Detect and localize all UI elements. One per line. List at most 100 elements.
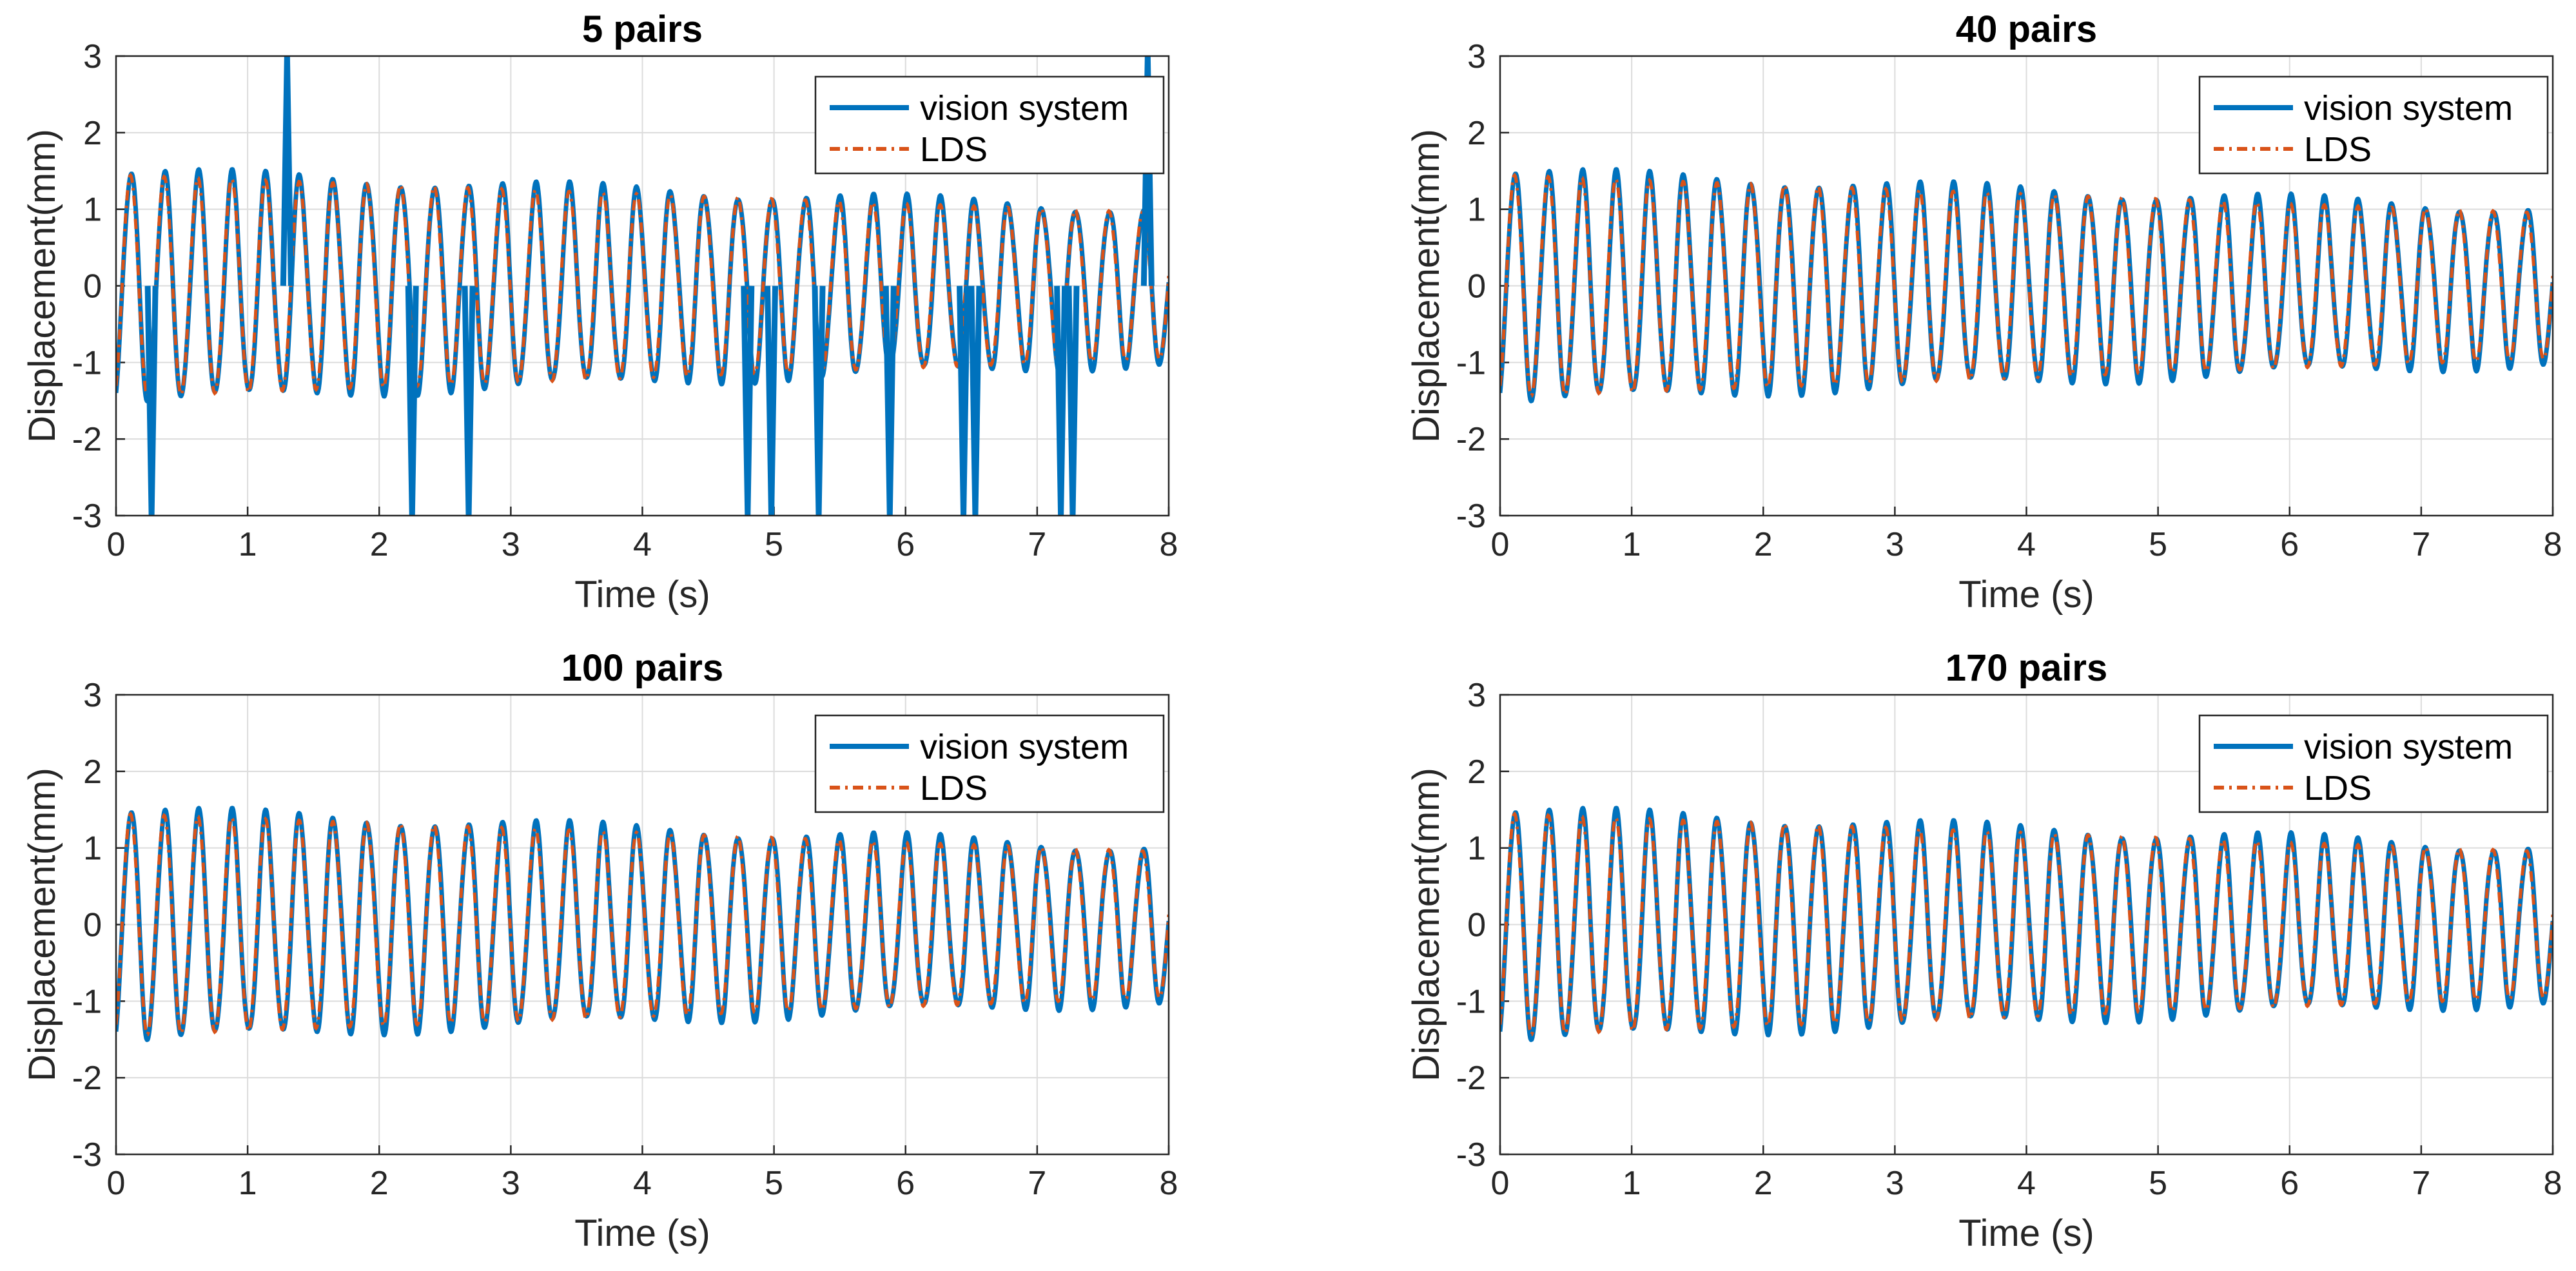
chart-title: 5 pairs: [582, 8, 703, 50]
y-tick-label: 0: [83, 268, 102, 306]
series-line-lds: [1500, 811, 2553, 1036]
x-tick-label: 3: [1886, 1165, 1904, 1202]
chart-title: 170 pairs: [1946, 647, 2108, 689]
x-tick-label: 5: [765, 526, 783, 563]
x-tick-label: 6: [896, 526, 915, 563]
y-tick-label: 2: [1467, 115, 1486, 152]
vision-spike: [144, 286, 159, 516]
chart-title: 100 pairs: [561, 647, 724, 689]
x-tick-label: 8: [2544, 526, 2562, 563]
plot-frame: [1499, 694, 2554, 1156]
y-tick-label: 2: [83, 753, 102, 791]
x-tick-label: 2: [1754, 1165, 1773, 1202]
vision-spike: [968, 286, 982, 516]
y-tick-label: 2: [83, 115, 102, 152]
x-tick-label: 5: [2149, 1165, 2167, 1202]
x-tick-label: 4: [2017, 1165, 2036, 1202]
legend-label-vision-system: vision system: [2304, 728, 2513, 766]
plot-lines: [1500, 806, 2553, 1042]
x-tick-label: 2: [1754, 526, 1773, 563]
y-tick-label: -1: [1456, 344, 1486, 382]
vision-spike: [405, 286, 419, 516]
x-tick-label: 0: [1491, 1165, 1510, 1202]
plot-frame: [115, 55, 1170, 517]
x-tick-label: 0: [107, 526, 126, 563]
x-tick-label: 2: [370, 526, 389, 563]
legend-label-lds: LDS: [920, 130, 988, 169]
vision-spike: [1054, 286, 1068, 516]
y-tick-label: 1: [1467, 191, 1486, 229]
x-tick-label: 3: [502, 1165, 520, 1202]
x-tick-label: 8: [1160, 526, 1178, 563]
y-tick-label: 2: [1467, 753, 1486, 791]
x-tick-label: 6: [2280, 526, 2299, 563]
y-tick-label: -3: [1456, 1136, 1486, 1174]
y-tick-label: 1: [1467, 830, 1486, 868]
y-tick-label: -2: [1456, 421, 1486, 458]
plot-frame: [115, 694, 1170, 1156]
y-tick-label: 3: [83, 677, 102, 714]
vision-spike: [1066, 286, 1080, 516]
x-tick-label: 3: [1886, 526, 1904, 563]
series-line-lds: [1500, 173, 2553, 398]
series-line-lds: [116, 811, 1169, 1036]
y-tick-label: 3: [1467, 38, 1486, 75]
y-axis-label: Displacement(mm): [1405, 768, 1447, 1082]
x-tick-label: 1: [1623, 1165, 1641, 1202]
vision-spike: [883, 286, 897, 516]
y-tick-label: 1: [83, 191, 102, 229]
y-tick-label: 1: [83, 830, 102, 868]
subplot-1: 0 1 2 3 4 5 6 7 8 3 2 1 0 -1 -2 -3 5 pairs Time (s) Displa…: [21, 8, 1178, 616]
x-tick-label: 5: [765, 1165, 783, 1202]
y-tick-label: -2: [1456, 1060, 1486, 1097]
legend-box: [814, 75, 1165, 175]
y-tick-label: -2: [72, 1060, 102, 1097]
legend-label-vision-system: vision system: [2304, 89, 2513, 128]
vision-spike: [957, 286, 971, 516]
x-axis-label: Time (s): [1958, 574, 2094, 616]
plot-lines: [116, 806, 1169, 1042]
x-tick-label: 6: [2280, 1165, 2299, 1202]
x-tick-label: 4: [633, 1165, 652, 1202]
vision-spike: [280, 56, 294, 286]
subplot-3: 0 1 2 3 4 5 6 7 8 3 2 1 0 -1 -2 -3 100 pairs Time (s) Disp…: [21, 647, 1178, 1254]
legend-label-vision-system: vision system: [920, 89, 1129, 128]
x-tick-label: 0: [1491, 526, 1510, 563]
y-tick-label: -2: [72, 421, 102, 458]
x-tick-label: 1: [239, 1165, 257, 1202]
x-tick-label: 6: [896, 1165, 915, 1202]
x-tick-label: 5: [2149, 526, 2167, 563]
y-tick-label: -3: [72, 1136, 102, 1174]
y-tick-label: -3: [72, 498, 102, 535]
x-tick-label: 4: [633, 526, 652, 563]
legend-label-lds: LDS: [2304, 769, 2372, 808]
x-axis-label: Time (s): [574, 1212, 710, 1254]
x-tick-label: 7: [2412, 526, 2430, 563]
vision-spike: [462, 286, 476, 516]
x-tick-label: 8: [2544, 1165, 2562, 1202]
x-tick-label: 1: [239, 526, 257, 563]
x-tick-label: 7: [1028, 526, 1046, 563]
plot-lines: [116, 56, 1169, 516]
x-tick-label: 1: [1623, 526, 1641, 563]
x-tick-label: 7: [1028, 1165, 1046, 1202]
x-tick-label: 2: [370, 1165, 389, 1202]
y-tick-label: 0: [83, 907, 102, 944]
y-axis-label: Displacement(mm): [21, 768, 63, 1082]
plot-lines: [1500, 167, 2553, 403]
legend-label-lds: LDS: [920, 769, 988, 808]
y-tick-label: 3: [83, 38, 102, 75]
legend-box: [2198, 75, 2549, 175]
x-tick-label: 7: [2412, 1165, 2430, 1202]
x-axis-label: Time (s): [574, 574, 710, 616]
subplot-2: 0 1 2 3 4 5 6 7 8 3 2 1 0 -1 -2 -3 40 pairs Time (s) Displ…: [1405, 8, 2562, 616]
y-tick-label: 0: [1467, 268, 1486, 306]
y-tick-label: -3: [1456, 498, 1486, 535]
x-axis-label: Time (s): [1958, 1212, 2094, 1254]
legend-box: [814, 714, 1165, 813]
